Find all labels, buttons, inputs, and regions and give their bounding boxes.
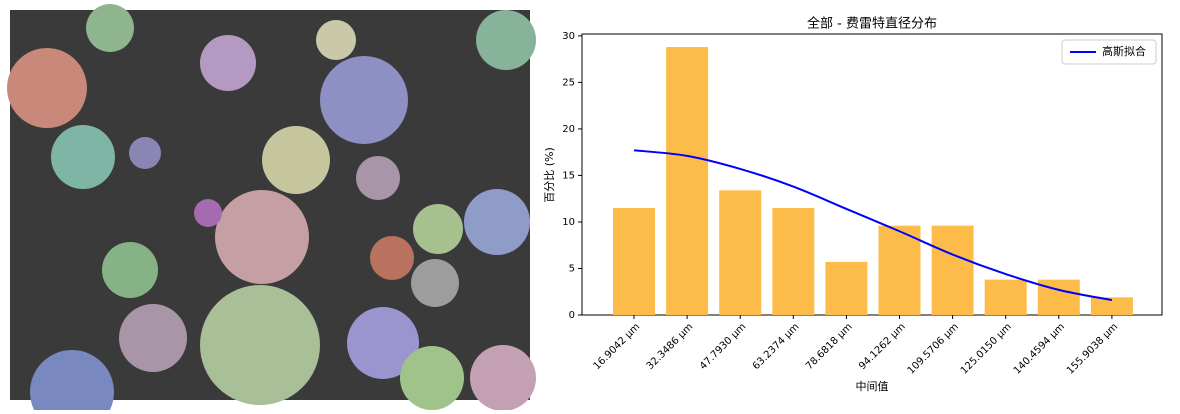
bar <box>931 225 974 315</box>
y-tick-label: 30 <box>562 31 575 42</box>
chart-title: 全部 - 费雷特直径分布 <box>807 16 937 32</box>
bar <box>878 225 921 315</box>
particle <box>119 304 187 372</box>
particle <box>347 307 419 379</box>
particle <box>7 48 87 128</box>
x-tick-label: 94.1262 μm <box>857 321 908 372</box>
x-tick-label: 47.7930 μm <box>698 321 749 372</box>
particle <box>51 125 115 189</box>
bar <box>984 279 1027 315</box>
particle <box>320 56 408 144</box>
bar <box>825 261 868 315</box>
bar <box>613 207 655 315</box>
particle <box>86 4 134 52</box>
legend-box <box>1061 39 1157 65</box>
particle <box>200 35 256 91</box>
particle <box>129 137 161 169</box>
x-tick-label: 63.2374 μm <box>751 321 802 372</box>
x-tick-label: 32.3486 μm <box>645 321 696 372</box>
y-tick-label: 10 <box>562 217 575 228</box>
x-tick-label: 155.9038 μm <box>1065 321 1120 376</box>
particle <box>215 190 309 284</box>
particle <box>411 259 459 307</box>
particle <box>102 242 158 298</box>
particle <box>194 199 222 227</box>
bar <box>719 190 762 315</box>
plot-frame <box>581 33 1163 316</box>
particle <box>30 350 114 414</box>
x-tick-label: 78.6818 μm <box>804 321 855 372</box>
bar <box>666 47 709 315</box>
micrograph <box>7 4 536 414</box>
particle <box>356 156 400 200</box>
bar <box>1090 297 1133 315</box>
x-tick-label: 140.4594 μm <box>1012 321 1067 376</box>
y-tick-label: 15 <box>562 170 575 181</box>
particle <box>470 345 536 411</box>
particle <box>262 126 330 194</box>
fit-line <box>633 149 1113 302</box>
y-tick-label: 5 <box>569 263 575 274</box>
y-axis-label: 百分比 (%) <box>543 147 556 203</box>
y-tick-label: 25 <box>562 77 575 88</box>
x-tick-label: 16.9042 μm <box>592 321 643 372</box>
particle <box>400 346 464 410</box>
x-tick-label: 109.5706 μm <box>906 321 961 376</box>
x-tick-label: 125.0150 μm <box>959 321 1014 376</box>
particle <box>370 236 414 280</box>
legend-label: 高斯拟合 <box>1102 44 1146 58</box>
particle <box>413 204 463 254</box>
particle <box>316 20 356 60</box>
y-tick-label: 0 <box>569 310 575 321</box>
particle <box>464 189 530 255</box>
x-axis-label: 中间值 <box>856 380 889 393</box>
y-tick-label: 20 <box>562 124 575 135</box>
particle <box>200 285 320 405</box>
bar <box>772 207 815 315</box>
particle <box>476 10 536 70</box>
